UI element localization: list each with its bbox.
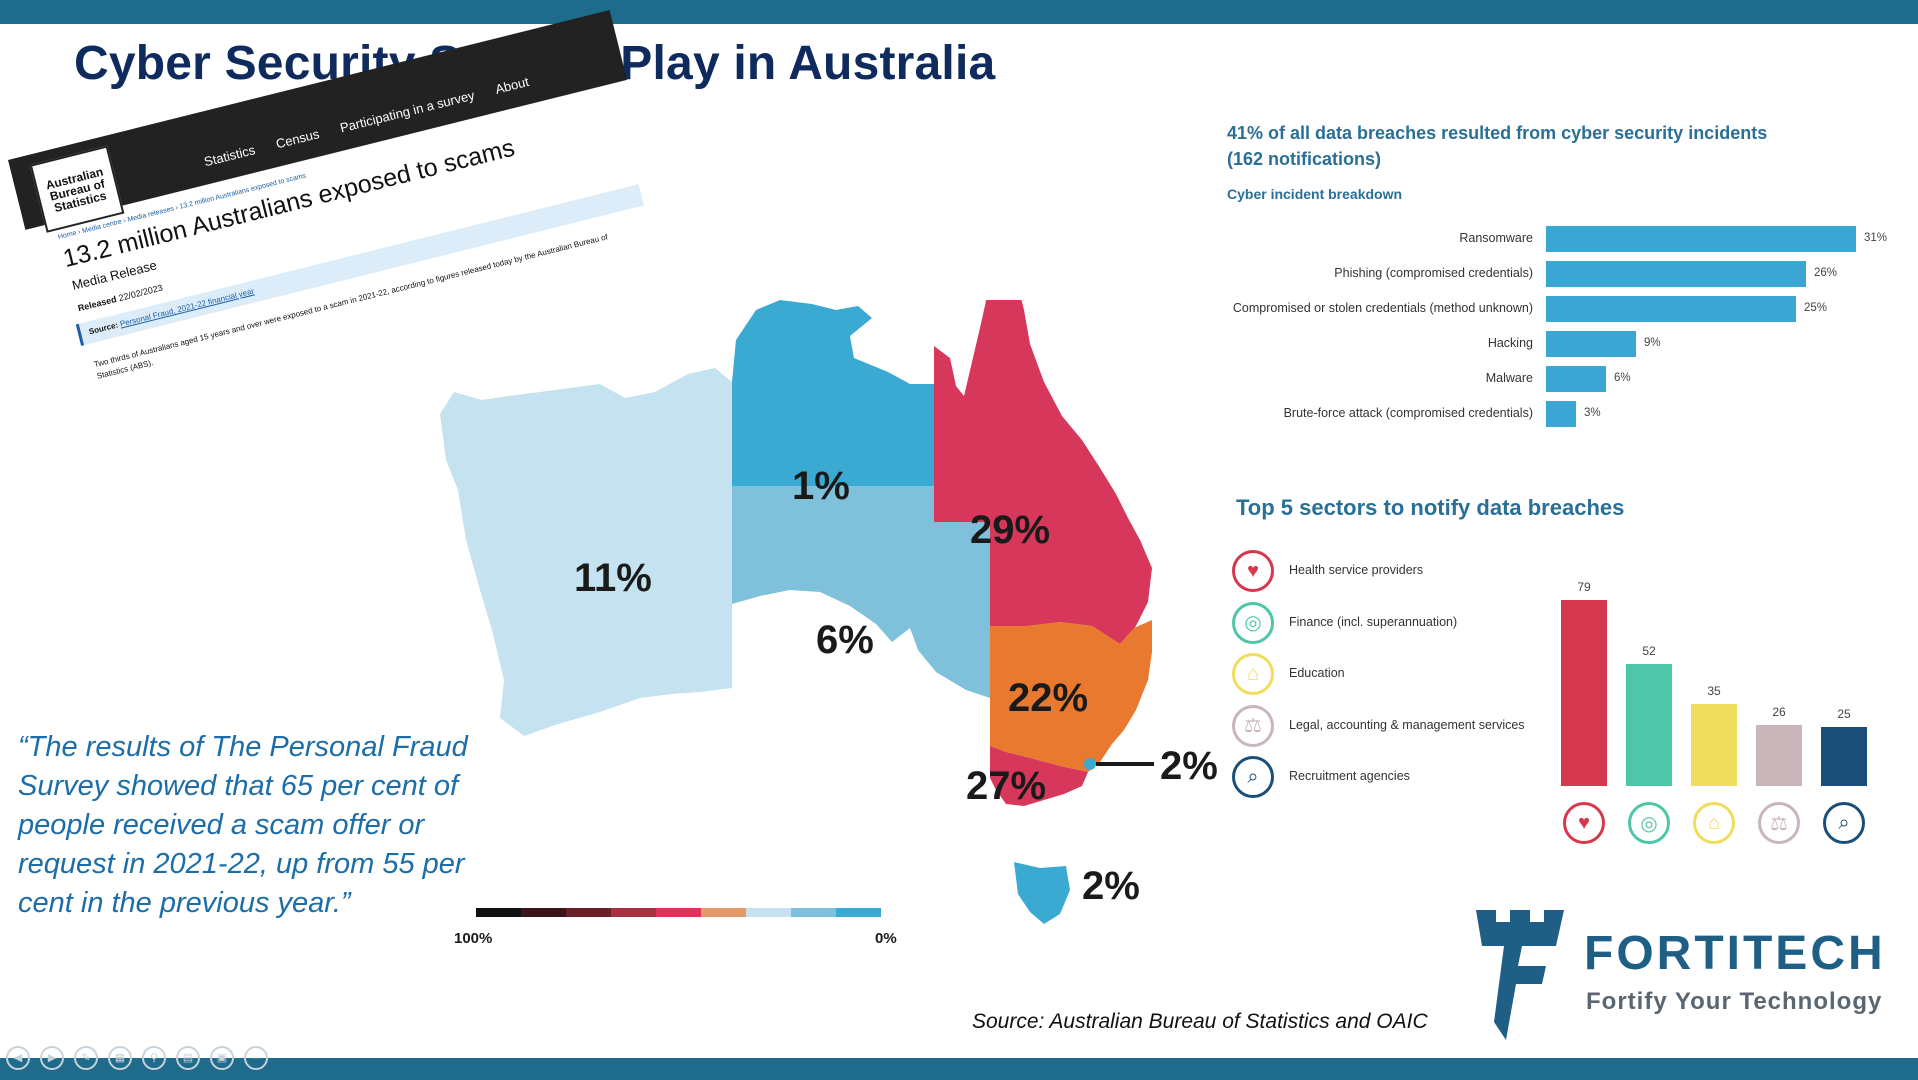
legend-swatch: [476, 908, 521, 917]
prev-slide-icon[interactable]: ◀: [6, 1046, 30, 1070]
map-region-wa: [440, 368, 732, 736]
map-region-tas: [1014, 862, 1070, 924]
legend-swatch: [566, 908, 611, 917]
breach-bar-label: Malware: [1485, 371, 1533, 385]
sector-bar: [1691, 703, 1737, 786]
source-note: Source: Australian Bureau of Statistics …: [972, 1010, 1428, 1033]
map-legend: [476, 908, 881, 917]
more-options-icon[interactable]: ⋯: [244, 1046, 268, 1070]
sector-label: Recruitment agencies: [1289, 769, 1410, 783]
map-label-wa: 11%: [574, 556, 652, 600]
legend-swatch: [521, 908, 566, 917]
map-region-sa: [732, 486, 990, 698]
sector-bar-value: 79: [1577, 580, 1591, 594]
sector-bar: [1821, 727, 1867, 786]
coins-icon: ◎: [1628, 802, 1670, 844]
breach-bar-label: Phishing (compromised credentials): [1334, 266, 1533, 280]
top-bar: [0, 0, 1918, 24]
breach-bar: [1546, 261, 1806, 287]
magnifier-person-icon: ⌕: [1823, 802, 1865, 844]
map-region-qld: [934, 300, 1152, 644]
sector-bar-value: 26: [1772, 704, 1786, 719]
source-label: Source:: [87, 320, 120, 337]
map-region-nsw: [990, 620, 1152, 772]
sector-bar-value: 35: [1707, 683, 1721, 698]
fortitech-logo-icon: [1476, 910, 1564, 1040]
sectors-chart-title: Top 5 sectors to notify data breaches: [1236, 495, 1625, 520]
sector-bar: [1561, 600, 1607, 786]
map-label-vic: 27%: [966, 764, 1047, 808]
released-date: 22/02/2023: [117, 282, 164, 304]
australia-map: [440, 300, 1154, 924]
logo-tagline: Fortify Your Technology: [1586, 988, 1883, 1015]
sector-bar-value: 25: [1837, 707, 1851, 722]
map-region-act: [1084, 758, 1096, 770]
legend-swatch: [656, 908, 701, 917]
graduation-cap-icon: ⌂: [1693, 802, 1735, 844]
logo-name: FORTITECH: [1584, 927, 1886, 980]
breach-bar-label: Hacking: [1487, 336, 1533, 350]
breach-chart-subtitle: Cyber incident breakdown: [1227, 186, 1403, 202]
heart-pulse-icon: ♥: [1232, 550, 1274, 592]
sector-bar-value: 52: [1642, 643, 1656, 658]
breach-bar-value: 31%: [1864, 232, 1888, 244]
map-label-qld: 29%: [970, 508, 1051, 552]
abs-nav-item[interactable]: Statistics: [202, 142, 257, 170]
subtitle-icon[interactable]: ▤: [176, 1046, 200, 1070]
sector-label: Legal, accounting & management services: [1289, 717, 1525, 732]
sector-bar: [1756, 724, 1802, 786]
slides-grid-icon[interactable]: ▦: [108, 1046, 132, 1070]
heart-pulse-icon: ♥: [1563, 802, 1605, 844]
breach-bar-value: 25%: [1804, 302, 1828, 314]
map-label-nsw: 22%: [1008, 676, 1089, 720]
zoom-icon[interactable]: ⚲: [142, 1046, 166, 1070]
breach-bar-value: 3%: [1584, 407, 1601, 419]
legend-min-label: 0%: [875, 930, 897, 947]
breach-bar: [1546, 331, 1636, 357]
breach-bar-label: Brute-force attack (compromised credenti…: [1283, 406, 1533, 420]
sector-label: Finance (incl. superannuation): [1289, 614, 1458, 629]
video-icon[interactable]: ▣: [210, 1046, 234, 1070]
map-region-vic: [990, 746, 1088, 806]
map-label-tas: 2%: [1082, 864, 1140, 908]
scales-icon: ⚖: [1232, 704, 1274, 747]
abs-nav-item[interactable]: Census: [274, 126, 321, 152]
breach-bar: [1546, 226, 1856, 252]
bottom-bar: [0, 1058, 1918, 1080]
legend-swatch: [611, 908, 656, 917]
legend-swatch: [836, 908, 881, 917]
breach-chart-title: 41% of all data breaches resulted from c…: [1227, 123, 1768, 169]
breach-bar: [1546, 366, 1606, 392]
breach-bar-label: Compromised or stolen credentials (metho…: [1232, 301, 1533, 315]
map-region-nt: [732, 300, 934, 486]
breach-bar: [1546, 296, 1796, 322]
map-label-act: 2%: [1160, 744, 1218, 788]
sector-label: Health service providers: [1289, 563, 1424, 577]
breach-bar-value: 9%: [1644, 337, 1661, 349]
map-label-sa: 6%: [816, 618, 874, 662]
pen-icon[interactable]: ✎: [74, 1046, 98, 1070]
legend-swatch: [701, 908, 746, 917]
survey-quote: “The results of The Personal Fraud Surve…: [18, 731, 468, 919]
sector-bar: [1626, 663, 1672, 786]
breach-bar-value: 6%: [1614, 372, 1631, 384]
breach-bar-value: 26%: [1814, 267, 1838, 279]
abs-nav-item[interactable]: About: [493, 73, 531, 97]
breach-bar: [1546, 401, 1576, 427]
magnifier-person-icon: ⌕: [1232, 756, 1274, 798]
coins-icon: ◎: [1232, 601, 1274, 644]
legend-swatch: [746, 908, 791, 917]
legend-swatch: [791, 908, 836, 917]
scales-icon: ⚖: [1758, 802, 1800, 844]
map-label-nt: 1%: [792, 464, 850, 508]
breach-bar-label: Ransomware: [1459, 231, 1533, 245]
abs-nav-item[interactable]: Participating in a survey: [338, 87, 476, 136]
legend-max-label: 100%: [454, 930, 493, 947]
next-slide-icon[interactable]: ▶: [40, 1046, 64, 1070]
sector-label: Education: [1289, 666, 1345, 680]
graduation-cap-icon: ⌂: [1232, 653, 1274, 695]
slide-controls: ◀ ▶ ✎ ▦ ⚲ ▤ ▣ ⋯: [6, 1046, 268, 1070]
released-label: Released: [76, 294, 118, 314]
